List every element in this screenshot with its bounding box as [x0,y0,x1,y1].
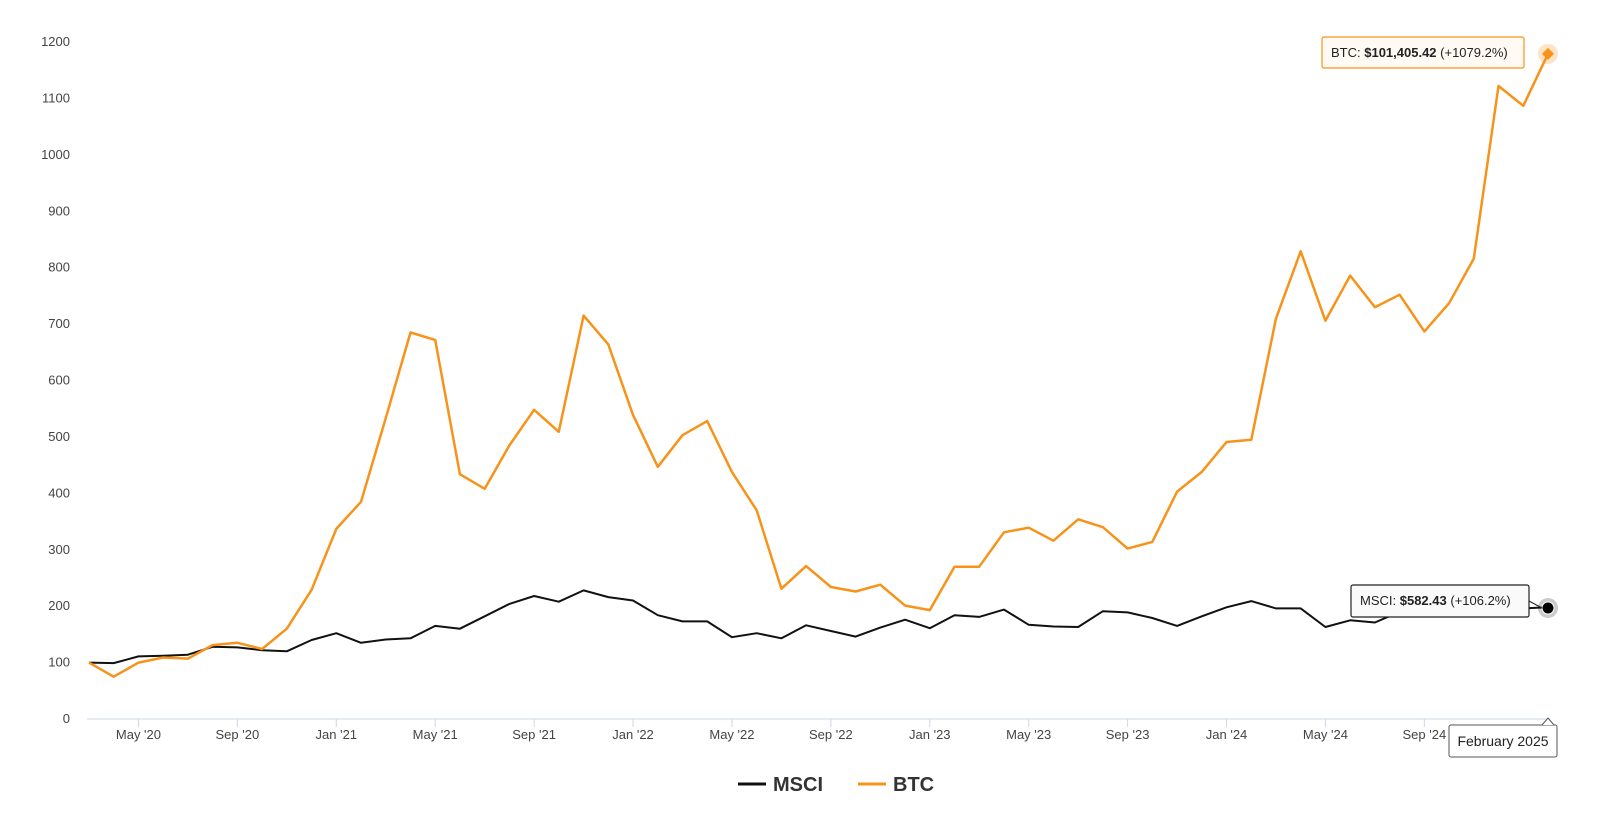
x-tick-label: Jan '22 [612,727,654,742]
y-tick-label: 700 [48,316,70,331]
y-tick-label: 800 [48,260,70,275]
y-tick-label: 500 [48,429,70,444]
series-line-btc [88,53,1550,678]
x-tick-label: Jan '24 [1206,727,1248,742]
btc-tooltip-value: $101,405.42 [1364,45,1436,60]
y-tick-label: 1100 [42,90,70,105]
y-tick-label: 900 [48,203,70,218]
series-line-msci [88,589,1549,665]
btc-tooltip-change: (+1079.2%) [1440,45,1508,60]
msci-tooltip-label: MSCI: [1360,593,1400,608]
msci-tooltip-value: $582.43 [1400,593,1447,608]
y-tick-label: 200 [48,598,70,613]
msci-tooltip-connector [1528,600,1543,609]
msci-end-marker[interactable] [1541,601,1555,615]
x-tick-label: May '21 [413,727,458,742]
x-tick-label: Sep '21 [512,727,556,742]
msci-tooltip-change: (+106.2%) [1450,593,1510,608]
y-tick-label: 1000 [41,147,70,162]
x-tick-label: Sep '22 [809,727,853,742]
series-layer [88,43,1558,678]
legend-item-msci[interactable]: MSCI [738,774,823,796]
btc-tooltip-label: BTC: [1331,45,1364,60]
y-tick-label: 0 [63,711,70,726]
svg-text:BTC: $101,405.42 (+1079.2%): BTC: $101,405.42 (+1079.2%) [1331,45,1508,60]
y-tick-label: 600 [48,373,70,388]
x-tick-label: Sep '20 [216,727,260,742]
x-hover-label-text: February 2025 [1457,733,1548,749]
x-tick-label: Sep '23 [1106,727,1150,742]
legend-item-btc[interactable]: BTC [858,774,934,796]
btc-end-marker[interactable] [1542,47,1554,60]
y-tick-label: 100 [48,655,70,670]
legend-label-btc: BTC [893,774,934,796]
x-tick-label: Sep '24 [1403,727,1447,742]
x-tick-label: Jan '21 [316,727,358,742]
x-tick-label: May '23 [1006,727,1051,742]
btc-tooltip: BTC: $101,405.42 (+1079.2%) [1321,36,1525,69]
msci-tooltip: MSCI: $582.43 (+106.2%) [1350,584,1530,618]
svg-text:MSCI: $582.43 (+106.2%): MSCI: $582.43 (+106.2%) [1360,593,1511,608]
x-tick-label: Jan '23 [909,727,951,742]
x-tick-label: May '20 [116,727,161,742]
x-tick-label: May '22 [709,727,754,742]
x-axis-hover-label: February 2025 [1448,717,1558,758]
legend: MSCI BTC [738,774,934,796]
x-axis: May '20 Sep '20 Jan '21 May '21 Sep '21 Jan '… [87,718,1550,742]
y-tick-label: 1200 [41,34,70,49]
legend-label-msci: MSCI [773,774,823,796]
y-axis: 0 100 200 300 400 500 600 700 800 900 1000 1100 1200 [41,34,70,726]
y-tick-label: 400 [48,485,70,500]
x-tick-label: May '24 [1303,727,1348,742]
y-tick-label: 300 [48,542,70,557]
